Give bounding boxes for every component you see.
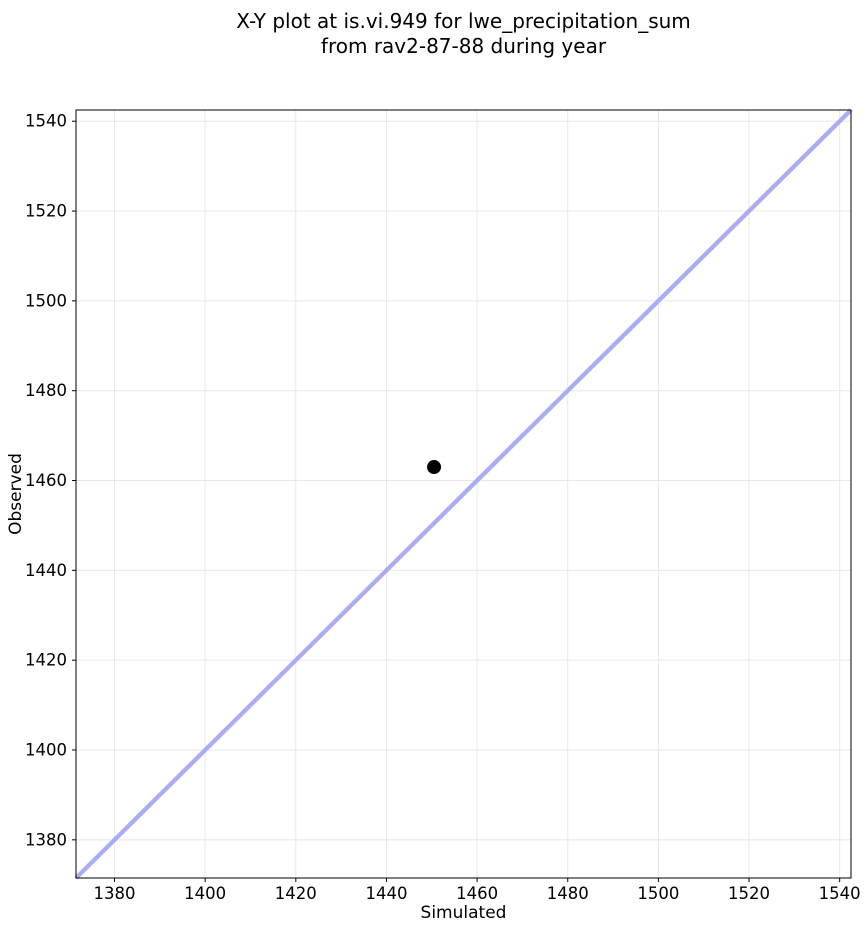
x-tick-label: 1520 <box>728 884 770 903</box>
x-tick-label: 1540 <box>819 884 861 903</box>
x-tick-label: 1460 <box>456 884 498 903</box>
x-tick-label: 1420 <box>275 884 317 903</box>
y-tick-label: 1400 <box>25 741 67 760</box>
x-tick-label: 1500 <box>637 884 679 903</box>
x-axis-label: Simulated <box>420 903 507 923</box>
identity-line <box>74 108 853 880</box>
y-tick-label: 1420 <box>25 651 67 670</box>
y-tick-label: 1380 <box>25 830 67 849</box>
chart-title-line-2: from rav2-87-88 during year <box>320 34 607 58</box>
x-tick-label: 1440 <box>365 884 407 903</box>
y-tick-label: 1500 <box>25 291 67 310</box>
y-tick-label: 1440 <box>25 561 67 580</box>
data-point <box>427 460 442 475</box>
y-tick-label: 1460 <box>25 471 67 490</box>
y-axis-label: Observed <box>6 453 26 535</box>
x-tick-label: 1380 <box>94 884 136 903</box>
y-tick-label: 1540 <box>25 112 67 131</box>
x-tick-label: 1400 <box>184 884 226 903</box>
chart-title: X-Y plot at is.vi.949 for lwe_precipitat… <box>76 9 851 59</box>
y-tick-label: 1480 <box>25 381 67 400</box>
y-tick-label: 1520 <box>25 202 67 221</box>
x-tick-label: 1480 <box>547 884 589 903</box>
plot-border <box>75 109 852 879</box>
chart-title-line-1: X-Y plot at is.vi.949 for lwe_precipitat… <box>236 9 691 33</box>
